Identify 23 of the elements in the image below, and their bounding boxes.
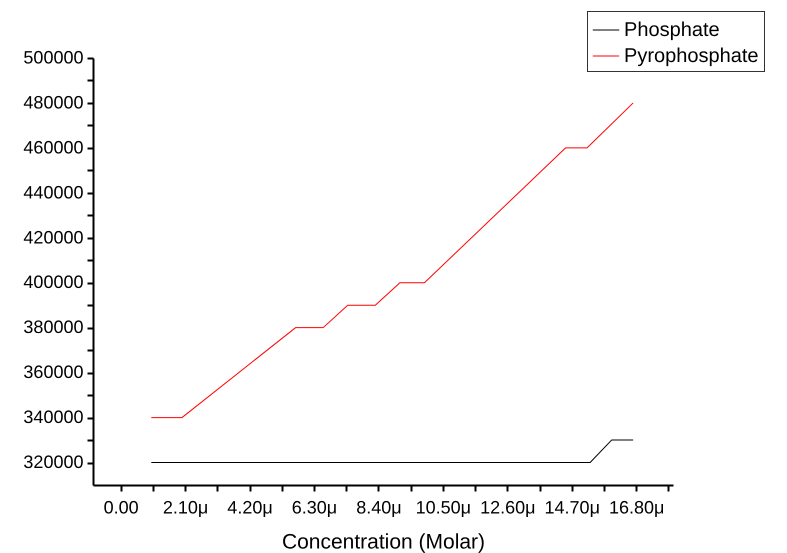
x-tick-label: 10.50μ xyxy=(416,498,472,518)
x-tick-label: 2.10μ xyxy=(162,498,208,518)
y-tick-label: 420000 xyxy=(23,227,84,248)
x-axis-title: Concentration (Molar) xyxy=(282,530,486,553)
x-tick-label: 0.00 xyxy=(104,498,139,518)
legend-label: Pyrophosphate xyxy=(624,45,759,67)
y-tick-label: 480000 xyxy=(23,92,84,112)
x-tick-label: 6.30μ xyxy=(292,498,338,518)
x-tick-label: 4.20μ xyxy=(227,498,273,518)
y-tick-label: 460000 xyxy=(23,137,84,158)
y-tick-label: 320000 xyxy=(23,452,84,472)
y-tick-label: 340000 xyxy=(23,407,84,428)
y-tick-label: 440000 xyxy=(23,182,84,202)
x-tick-label: 14.70μ xyxy=(544,498,600,518)
x-tick-label: 8.40μ xyxy=(356,498,402,518)
line-series xyxy=(150,102,634,418)
y-tick-label: 500000 xyxy=(23,48,84,68)
x-tick-label: 16.80μ xyxy=(608,498,664,518)
x-tick-label: 12.60μ xyxy=(480,498,536,518)
legend-label: Phosphate xyxy=(624,19,720,41)
y-tick-label: 380000 xyxy=(23,317,84,338)
y-tick-label: 400000 xyxy=(23,272,84,292)
y-tick-label: 360000 xyxy=(23,362,84,382)
